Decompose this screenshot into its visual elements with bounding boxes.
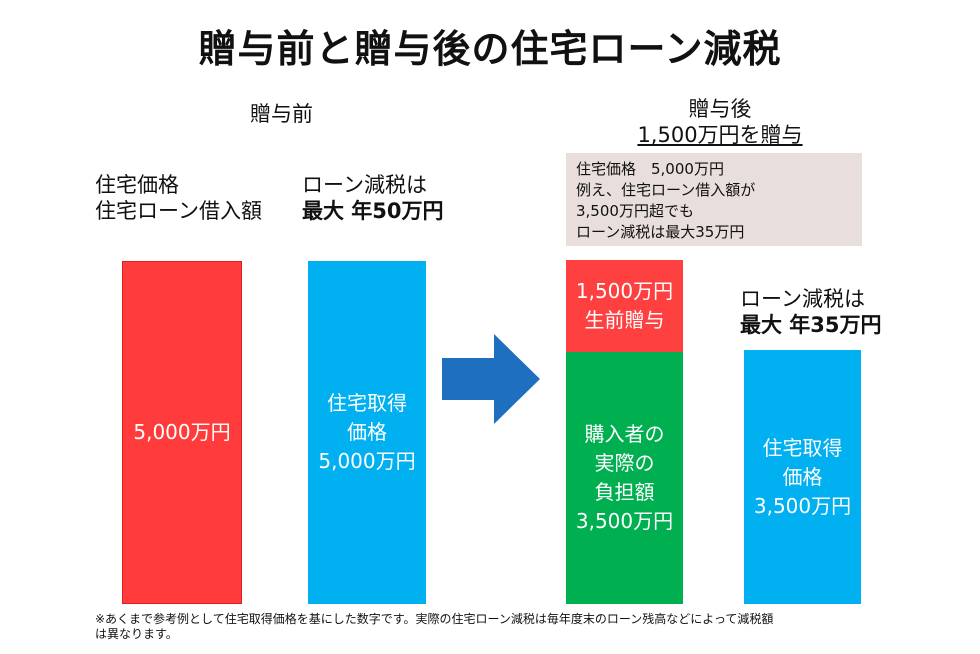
after-tax-amount: 最大 年35万円 — [740, 313, 882, 337]
before-heading: 贈与前 — [250, 102, 313, 126]
after-acquisition-bar: 住宅取得 価格 3,500万円 — [744, 350, 861, 604]
before-acq-line2: 価格 — [346, 420, 387, 444]
before-tax-label-text: ローン減税は — [302, 173, 427, 197]
note-line-3: 3,500万円超でも — [576, 202, 694, 220]
footnote-line-1: ※あくまで参考例として住宅取得価格を基にした数字です。実際の住宅ローン減税は毎年… — [95, 612, 774, 626]
before-left-label: 住宅価格 住宅ローン借入額 — [95, 172, 262, 224]
before-price-bar-text: 5,000万円 — [133, 420, 231, 444]
after-tax-label: ローン減税は 最大 年35万円 — [740, 286, 882, 338]
before-acquisition-bar: 住宅取得 価格 5,000万円 — [308, 261, 426, 604]
burden-line4: 3,500万円 — [575, 509, 674, 533]
after-acq-line3: 3,500万円 — [753, 493, 852, 518]
after-acq-line1: 住宅取得 — [762, 435, 843, 460]
burden-line3: 負担額 — [594, 480, 655, 504]
before-acq-line1: 住宅取得 — [326, 391, 407, 415]
gift-bar-line1: 1,500万円 — [575, 279, 674, 303]
before-price-bar: 5,000万円 — [122, 261, 242, 604]
gift-bar: 1,500万円 生前贈与 — [566, 260, 683, 352]
arrow-right-icon — [442, 334, 540, 424]
footnote: ※あくまで参考例として住宅取得価格を基にした数字です。実際の住宅ローン減税は毎年… — [95, 612, 965, 642]
note-line-4: ローン減税は最大35万円 — [576, 223, 745, 241]
note-line-2: 例え、住宅ローン借入額が — [576, 181, 756, 199]
before-acq-line3: 5,000万円 — [318, 449, 416, 473]
after-heading: 贈与後 — [688, 97, 752, 121]
loan-amount-label: 住宅ローン借入額 — [95, 199, 262, 223]
after-subheading: 1,500万円を贈与 — [637, 123, 803, 147]
after-tax-label-text: ローン減税は — [740, 287, 865, 311]
after-acq-line2: 価格 — [782, 464, 823, 489]
page-title: 贈与前と贈与後の住宅ローン減税 — [198, 27, 782, 71]
footnote-line-2: は異なります。 — [95, 627, 178, 641]
before-tax-label: ローン減税は 最大 年50万円 — [302, 172, 444, 224]
house-price-label: 住宅価格 — [95, 173, 179, 197]
note-box: 住宅価格 5,000万円 例え、住宅ローン借入額が 3,500万円超でも ローン… — [566, 153, 862, 246]
note-line-1: 住宅価格 5,000万円 — [576, 160, 724, 178]
burden-line1: 購入者の — [584, 422, 665, 446]
burden-bar: 購入者の 実際の 負担額 3,500万円 — [566, 352, 683, 604]
gift-bar-line2: 生前贈与 — [584, 308, 665, 332]
burden-line2: 実際の — [594, 451, 655, 475]
before-tax-amount: 最大 年50万円 — [302, 199, 444, 223]
